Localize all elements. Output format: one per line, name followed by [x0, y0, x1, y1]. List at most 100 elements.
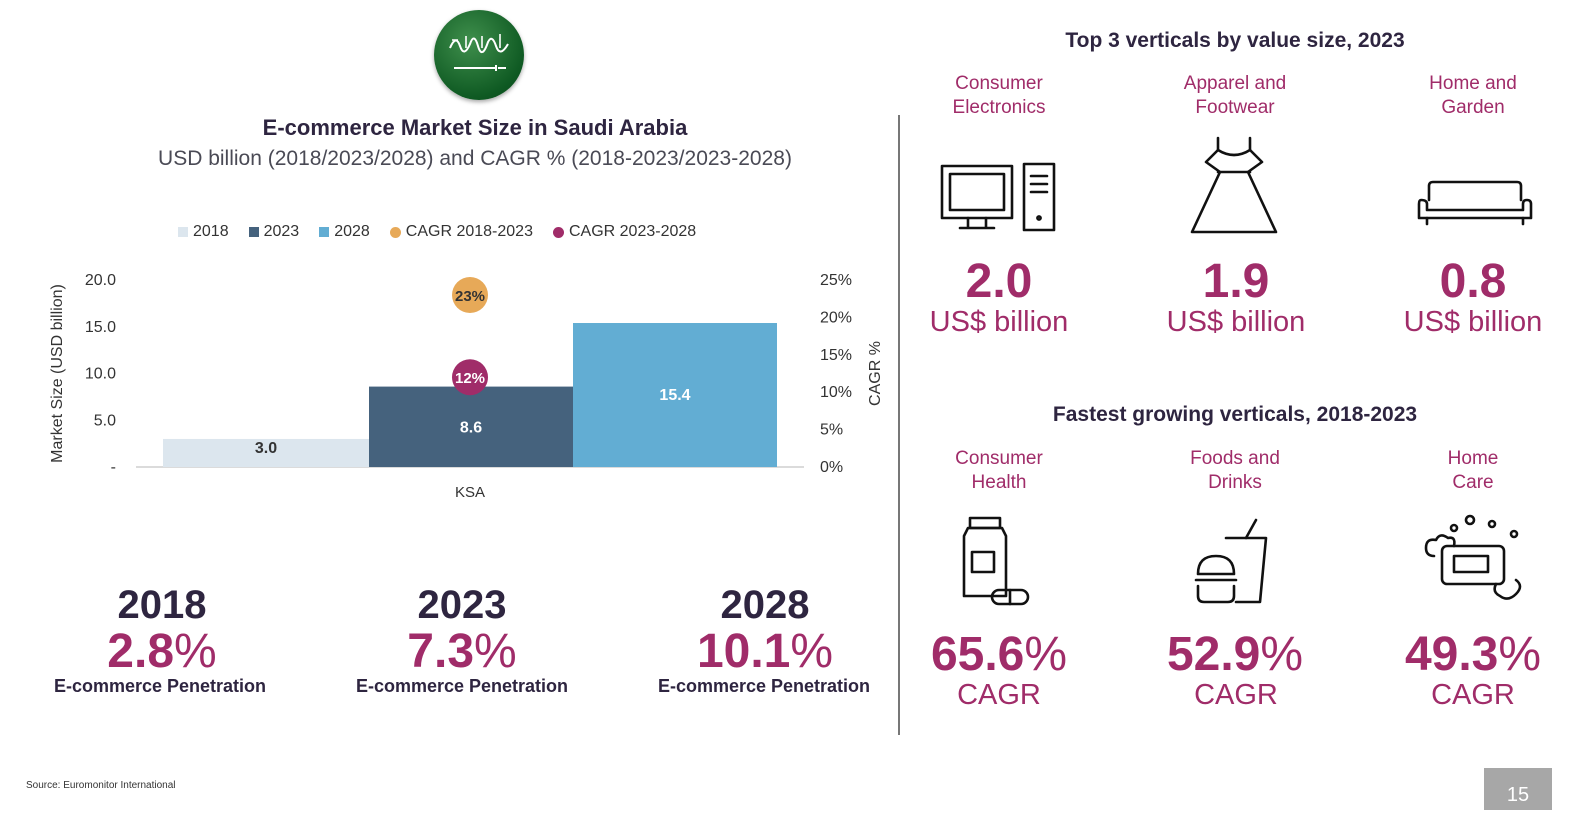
vertical-unit-apparel-footwear: US$ billion — [1166, 306, 1306, 338]
percent-sign: % — [1498, 628, 1542, 681]
penetration-number: 7.3 — [407, 625, 475, 678]
y2-tick-label: 0% — [820, 459, 843, 476]
penetration-value-2028: 10.1% — [635, 624, 895, 679]
y-tick-label: 20.0 — [85, 272, 116, 289]
computer-icon — [940, 162, 1056, 232]
vertical-name-line1: Foods and — [1190, 448, 1280, 469]
saudi-flag-icon — [434, 10, 524, 100]
chart-subtitle: USD billion (2018/2023/2028) and CAGR % … — [158, 147, 792, 170]
vertical-cagr-consumer-health: 65.6% — [869, 627, 1129, 682]
burger-drink-icon — [1194, 518, 1268, 604]
percent-sign: % — [174, 625, 217, 678]
vertical-name-line1: Home and — [1429, 73, 1517, 94]
penetration-label-2018: E-commerce Penetration — [53, 676, 267, 696]
vertical-value-home-garden: 0.8 — [1439, 255, 1507, 308]
penetration-label-2028: E-commerce Penetration — [657, 676, 871, 696]
y-tick-label: 5.0 — [94, 412, 116, 429]
legend-swatch — [248, 227, 259, 237]
percent-sign: % — [1024, 628, 1068, 681]
legend-swatch — [319, 227, 330, 237]
chart-legend: 2018 2023 2028 CAGR 2018-2023 CAGR 2023-… — [178, 223, 788, 241]
legend-label: 2018 — [193, 223, 229, 240]
vertical-name-apparel-footwear: Apparel and Footwear — [1125, 72, 1345, 120]
y-tick-label: 15.0 — [85, 319, 116, 336]
cagr-marker-cagr-2023-2028 — [452, 359, 488, 396]
penetration-number: 10.1 — [696, 625, 791, 678]
vertical-cagr-home-care: 49.3% — [1343, 627, 1576, 682]
percent-sign: % — [1260, 628, 1304, 681]
legend-label: 2028 — [334, 223, 370, 240]
bar-value-label-2018: 3.0 — [255, 440, 277, 457]
legend-dot — [552, 226, 564, 238]
legend-label: CAGR 2023-2028 — [568, 223, 697, 240]
vertical-name-line2: Health — [971, 472, 1027, 493]
soap-icon — [1424, 514, 1522, 600]
legend-item-2023: 2023 — [248, 223, 300, 241]
vertical-unit-consumer-health: CAGR — [957, 679, 1041, 711]
legend-item-cagr-2018-2023: CAGR 2018-2023 — [389, 223, 533, 241]
y2-axis-label: CAGR % — [867, 341, 884, 406]
vertical-unit-consumer-electronics: US$ billion — [929, 306, 1069, 338]
source-note: Source: Euromonitor International — [26, 780, 176, 791]
penetration-year-2028: 2028 — [720, 583, 810, 627]
percent-sign: % — [790, 625, 834, 678]
medicine-bottle-icon — [962, 516, 1030, 606]
vertical-name-foods-drinks: Foods and Drinks — [1125, 447, 1345, 495]
vertical-unit-home-care: CAGR — [1431, 679, 1515, 711]
penetration-number: 2.8 — [107, 625, 175, 678]
cagr-marker-cagr-2018-2023 — [452, 276, 488, 313]
penetration-year-2023: 2023 — [417, 583, 507, 627]
y2-tick-label: 25% — [820, 272, 852, 289]
vertical-value-consumer-electronics: 2.0 — [965, 255, 1033, 308]
vertical-name-line2: Care — [1452, 472, 1494, 493]
legend-label: CAGR 2018-2023 — [405, 223, 533, 240]
vertical-name-line2: Electronics — [952, 97, 1046, 118]
bar-2018 — [163, 438, 369, 467]
legend-swatch — [178, 227, 188, 237]
flag-script-icon — [449, 34, 509, 53]
percent-sign: % — [474, 625, 517, 678]
y2-tick-label: 20% — [820, 309, 852, 326]
vertical-name-line1: Apparel and — [1183, 73, 1287, 94]
cagr-number: 52.9 — [1166, 628, 1261, 681]
y2-tick-label: 15% — [820, 347, 852, 364]
legend-dot — [389, 226, 401, 238]
vertical-name-line2: Drinks — [1208, 472, 1262, 493]
section-divider — [898, 115, 900, 735]
cagr-number: 49.3 — [1404, 628, 1499, 681]
penetration-value-2023: 7.3% — [332, 624, 592, 679]
vertical-unit-home-garden: US$ billion — [1403, 306, 1543, 338]
bar-value-label-2028: 15.4 — [659, 387, 690, 404]
y2-tick-label: 5% — [820, 422, 843, 439]
y-axis-label: Market Size (USD billion) — [49, 284, 66, 463]
vertical-name-consumer-health: Consumer Health — [889, 447, 1109, 495]
x-category-label: KSA — [455, 484, 485, 501]
penetration-label-2023: E-commerce Penetration — [355, 676, 569, 696]
sofa-icon — [1417, 180, 1533, 226]
vertical-unit-foods-drinks: CAGR — [1194, 679, 1278, 711]
y2-tick-label: 10% — [820, 384, 852, 401]
flag-sword-icon — [454, 65, 506, 71]
vertical-name-home-garden: Home and Garden — [1363, 72, 1576, 120]
page-number: 15 — [1484, 768, 1552, 810]
y-tick-label: 10.0 — [85, 366, 116, 383]
cagr-label: 23% — [455, 288, 485, 305]
vertical-name-home-care: Home Care — [1363, 447, 1576, 495]
chart-title: E-commerce Market Size in Saudi Arabia — [262, 115, 688, 140]
legend-label: 2023 — [263, 223, 300, 240]
legend-item-2028: 2028 — [319, 223, 370, 241]
fastest-verticals-title: Fastest growing verticals, 2018-2023 — [1052, 403, 1418, 426]
vertical-name-consumer-electronics: Consumer Electronics — [889, 72, 1109, 120]
vertical-name-line2: Garden — [1441, 97, 1505, 118]
legend-item-cagr-2023-2028: CAGR 2023-2028 — [552, 223, 697, 241]
top-verticals-title: Top 3 verticals by value size, 2023 — [1065, 29, 1405, 52]
bar-2023 — [369, 386, 573, 467]
cagr-label: 12% — [455, 370, 485, 387]
cagr-number: 65.6 — [930, 628, 1025, 681]
vertical-name-line1: Home — [1447, 448, 1499, 469]
penetration-value-2018: 2.8% — [32, 624, 292, 679]
bar-2028 — [573, 323, 777, 467]
penetration-year-2018: 2018 — [117, 583, 207, 627]
bar-value-label-2023: 8.6 — [460, 420, 482, 437]
vertical-cagr-foods-drinks: 52.9% — [1105, 627, 1365, 682]
